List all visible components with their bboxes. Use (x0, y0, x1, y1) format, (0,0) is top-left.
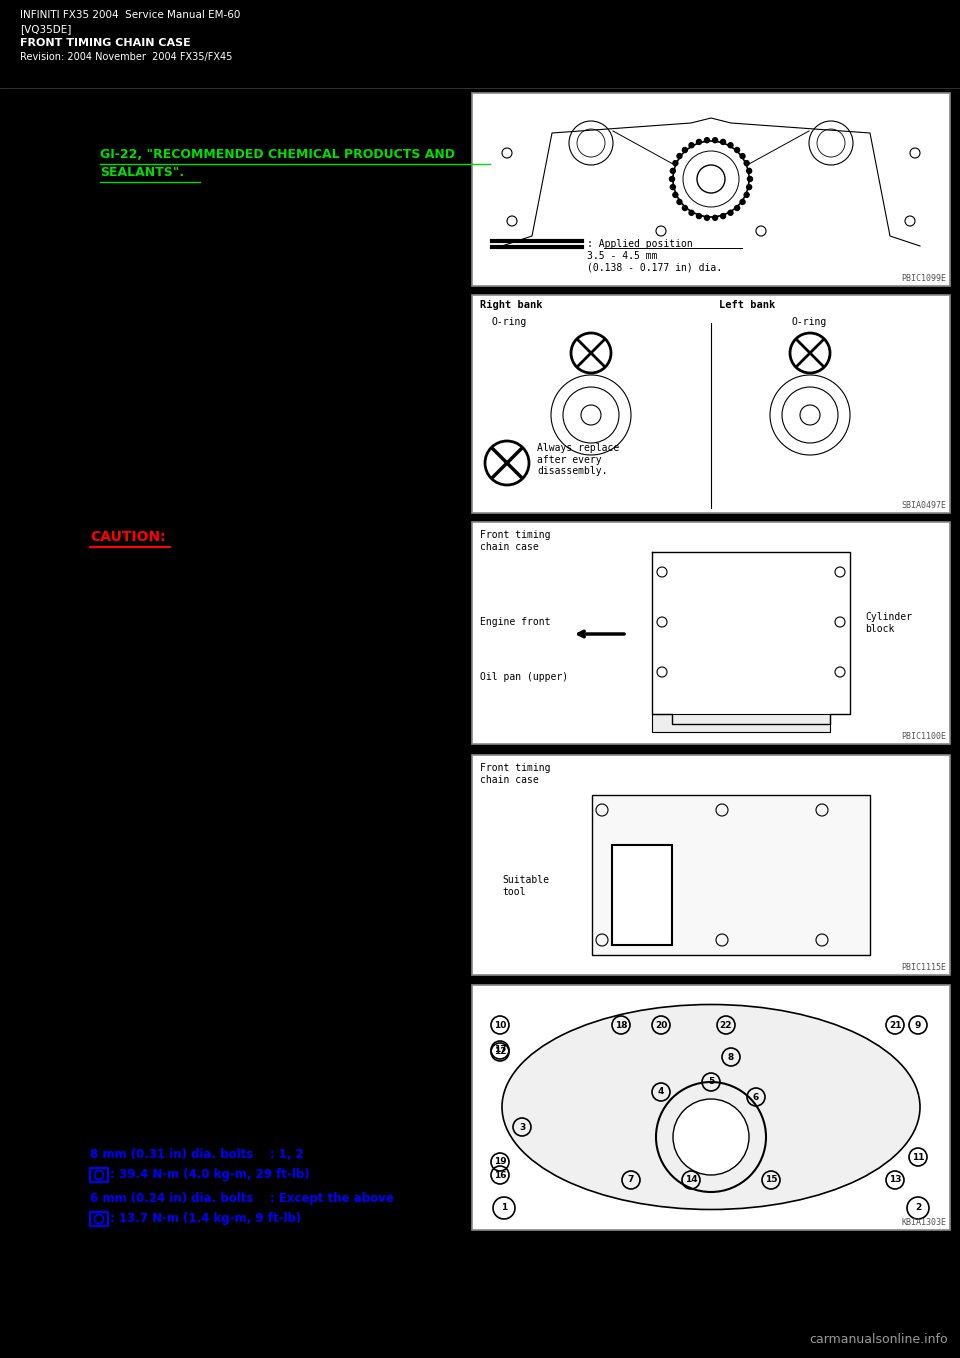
Text: 14: 14 (684, 1176, 697, 1184)
Text: O-ring: O-ring (492, 316, 527, 327)
Text: Always replace
after every
disassembly.: Always replace after every disassembly. (537, 443, 619, 477)
Text: 18: 18 (614, 1020, 627, 1029)
Circle shape (696, 213, 702, 219)
Text: INFINITI FX35 2004  Service Manual EM-60: INFINITI FX35 2004 Service Manual EM-60 (20, 10, 240, 20)
Text: Oil pan (upper): Oil pan (upper) (480, 672, 568, 682)
Circle shape (740, 153, 745, 159)
Text: Cylinder
block: Cylinder block (865, 612, 912, 634)
Text: SBIA0497E: SBIA0497E (901, 501, 946, 511)
Bar (90, 1168, 108, 1181)
Text: 4: 4 (658, 1088, 664, 1096)
Circle shape (677, 200, 682, 205)
Text: 12: 12 (493, 1047, 506, 1057)
Circle shape (747, 168, 752, 174)
Circle shape (744, 193, 749, 197)
Text: CAUTION:: CAUTION: (90, 530, 166, 545)
Text: : Applied position: : Applied position (587, 239, 693, 249)
Circle shape (673, 160, 678, 166)
Text: 16: 16 (493, 1171, 506, 1180)
Bar (472, 92, 950, 287)
Text: : 13.7 N·m (1.4 kg-m, 9 ft-lb): : 13.7 N·m (1.4 kg-m, 9 ft-lb) (110, 1211, 301, 1225)
Circle shape (712, 216, 717, 220)
Text: 21: 21 (889, 1020, 901, 1029)
Text: 6: 6 (753, 1092, 759, 1101)
Bar (472, 755, 950, 975)
Circle shape (673, 1099, 749, 1175)
Circle shape (696, 140, 702, 144)
Text: 9: 9 (915, 1020, 922, 1029)
Text: 3.5 - 4.5 mm: 3.5 - 4.5 mm (587, 251, 658, 261)
Text: Suitable
tool: Suitable tool (502, 875, 549, 896)
Text: GI-22, "RECOMMENDED CHEMICAL PRODUCTS AND: GI-22, "RECOMMENDED CHEMICAL PRODUCTS AN… (100, 148, 455, 162)
Text: 8: 8 (728, 1052, 734, 1062)
Text: 6 mm (0.24 in) dia. bolts    : Except the above: 6 mm (0.24 in) dia. bolts : Except the a… (90, 1192, 394, 1205)
Bar (592, 794, 870, 955)
Bar (472, 295, 950, 513)
Circle shape (728, 210, 733, 216)
Circle shape (712, 137, 717, 143)
Text: (0.138 - 0.177 in) dia.: (0.138 - 0.177 in) dia. (587, 263, 722, 273)
Text: : 39.4 N·m (4.0 kg-m, 29 ft-lb): : 39.4 N·m (4.0 kg-m, 29 ft-lb) (110, 1168, 310, 1181)
Bar (652, 714, 830, 732)
Bar (472, 521, 950, 744)
Text: 7: 7 (628, 1176, 635, 1184)
Circle shape (705, 216, 709, 220)
Circle shape (670, 185, 675, 190)
Circle shape (705, 137, 709, 143)
Circle shape (748, 177, 753, 182)
Text: PBIC1099E: PBIC1099E (901, 274, 946, 282)
Text: FRONT TIMING CHAIN CASE: FRONT TIMING CHAIN CASE (20, 38, 191, 48)
Circle shape (670, 168, 675, 174)
Text: 2: 2 (915, 1203, 922, 1213)
Text: 13: 13 (889, 1176, 901, 1184)
Circle shape (683, 148, 687, 152)
Text: PBIC1100E: PBIC1100E (901, 732, 946, 741)
Circle shape (721, 213, 726, 219)
Circle shape (747, 185, 752, 190)
Text: 10: 10 (493, 1020, 506, 1029)
Circle shape (744, 160, 749, 166)
Text: Front timing
chain case: Front timing chain case (480, 530, 550, 551)
Bar (90, 1211, 108, 1226)
Text: Revision: 2004 November  2004 FX35/FX45: Revision: 2004 November 2004 FX35/FX45 (20, 52, 232, 62)
Text: KBIA1303E: KBIA1303E (901, 1218, 946, 1228)
Text: O-ring: O-ring (791, 316, 827, 327)
Ellipse shape (502, 1005, 920, 1210)
Bar (612, 845, 672, 945)
Circle shape (677, 153, 682, 159)
Text: 19: 19 (493, 1157, 506, 1167)
Text: PBIC1115E: PBIC1115E (901, 963, 946, 972)
Circle shape (728, 143, 733, 148)
Text: SEALANTS".: SEALANTS". (100, 166, 184, 179)
Text: 22: 22 (720, 1020, 732, 1029)
Circle shape (734, 205, 739, 210)
Text: carmanualsonline.info: carmanualsonline.info (809, 1334, 948, 1346)
Text: Right bank: Right bank (480, 300, 542, 310)
Circle shape (683, 205, 687, 210)
Text: 3: 3 (518, 1123, 525, 1131)
Circle shape (721, 140, 726, 144)
Text: 15: 15 (765, 1176, 778, 1184)
Text: Left bank: Left bank (719, 300, 776, 310)
Text: 8 mm (0.31 in) dia. bolts    : 1, 2: 8 mm (0.31 in) dia. bolts : 1, 2 (90, 1148, 303, 1161)
Text: Front timing
chain case: Front timing chain case (480, 763, 550, 785)
Text: [VQ35DE]: [VQ35DE] (20, 24, 71, 34)
Text: Engine front: Engine front (480, 617, 550, 627)
Text: 17: 17 (493, 1046, 506, 1055)
Text: 1: 1 (501, 1203, 507, 1213)
Circle shape (734, 148, 739, 152)
Text: 5: 5 (708, 1077, 714, 1086)
Circle shape (673, 193, 678, 197)
Text: 11: 11 (912, 1153, 924, 1161)
Text: 20: 20 (655, 1020, 667, 1029)
Bar (472, 985, 950, 1230)
Circle shape (669, 177, 675, 182)
Circle shape (689, 210, 694, 216)
Circle shape (740, 200, 745, 205)
Circle shape (689, 143, 694, 148)
